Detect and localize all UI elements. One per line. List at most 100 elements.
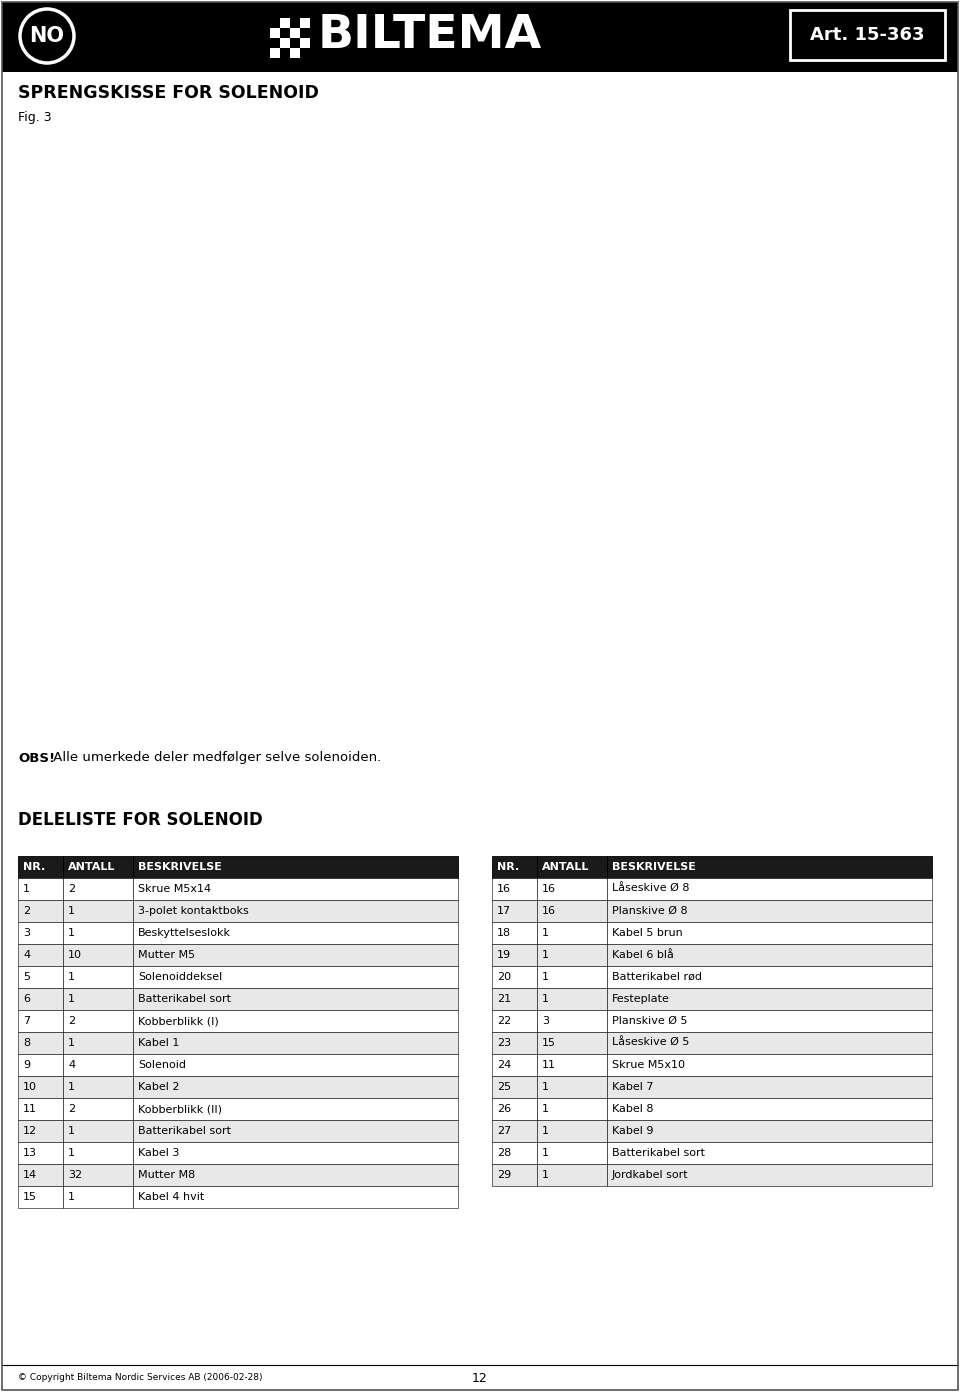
Text: 1: 1 [68,1148,75,1158]
Text: 1: 1 [68,928,75,937]
FancyBboxPatch shape [63,900,133,922]
FancyBboxPatch shape [537,1075,607,1098]
FancyBboxPatch shape [300,28,310,38]
Text: Beskyttelseslokk: Beskyttelseslokk [138,928,231,937]
FancyBboxPatch shape [607,1010,932,1032]
FancyBboxPatch shape [18,1032,63,1055]
Text: Kabel 1: Kabel 1 [138,1038,180,1048]
Text: Batterikabel sort: Batterikabel sort [138,1126,231,1137]
Text: 19: 19 [497,950,511,960]
FancyBboxPatch shape [290,18,300,28]
FancyBboxPatch shape [492,988,537,1010]
FancyBboxPatch shape [18,988,63,1010]
FancyBboxPatch shape [607,900,932,922]
FancyBboxPatch shape [492,965,537,988]
FancyBboxPatch shape [492,1032,537,1055]
FancyBboxPatch shape [492,878,537,900]
FancyBboxPatch shape [133,1120,458,1142]
Text: 2: 2 [68,885,75,894]
Text: 1: 1 [542,950,549,960]
Text: 7: 7 [23,1015,30,1027]
FancyBboxPatch shape [300,47,310,59]
Text: BESKRIVELSE: BESKRIVELSE [612,862,696,872]
Text: Batterikabel rød: Batterikabel rød [612,972,702,982]
FancyBboxPatch shape [18,944,63,965]
FancyBboxPatch shape [18,857,63,878]
FancyBboxPatch shape [63,1098,133,1120]
FancyBboxPatch shape [537,857,607,878]
FancyBboxPatch shape [537,1055,607,1075]
FancyBboxPatch shape [133,1010,458,1032]
Text: Alle umerkede deler medfølger selve solenoiden.: Alle umerkede deler medfølger selve sole… [49,751,381,765]
Text: 27: 27 [497,1126,512,1137]
Text: BILTEMA: BILTEMA [318,14,542,59]
Text: 4: 4 [68,1060,75,1070]
Text: Batterikabel sort: Batterikabel sort [612,1148,705,1158]
FancyBboxPatch shape [492,1055,537,1075]
Text: 12: 12 [472,1372,488,1385]
Text: 26: 26 [497,1105,511,1114]
Text: Mutter M8: Mutter M8 [138,1170,195,1180]
Text: 4: 4 [23,950,30,960]
FancyBboxPatch shape [63,944,133,965]
Text: 17: 17 [497,905,511,917]
FancyBboxPatch shape [133,1142,458,1165]
Text: Jordkabel sort: Jordkabel sort [612,1170,688,1180]
FancyBboxPatch shape [270,18,280,28]
Text: Kabel 9: Kabel 9 [612,1126,654,1137]
Text: 1: 1 [68,995,75,1004]
Text: Planskive Ø 5: Planskive Ø 5 [612,1015,687,1027]
Text: Kobberblikk (II): Kobberblikk (II) [138,1105,222,1114]
FancyBboxPatch shape [18,1165,63,1185]
Text: 32: 32 [68,1170,83,1180]
FancyBboxPatch shape [133,1055,458,1075]
Text: 29: 29 [497,1170,512,1180]
FancyBboxPatch shape [280,47,290,59]
FancyBboxPatch shape [790,10,945,60]
Text: 6: 6 [23,995,30,1004]
Text: 16: 16 [542,905,556,917]
Text: Solenoid: Solenoid [138,1060,186,1070]
Text: 1: 1 [542,972,549,982]
FancyBboxPatch shape [607,988,932,1010]
Text: 20: 20 [497,972,511,982]
Text: Låseskive Ø 8: Låseskive Ø 8 [612,885,689,894]
FancyBboxPatch shape [133,1098,458,1120]
Text: 24: 24 [497,1060,512,1070]
FancyBboxPatch shape [607,878,932,900]
FancyBboxPatch shape [537,1098,607,1120]
FancyBboxPatch shape [18,1142,63,1165]
Text: 1: 1 [68,1082,75,1092]
FancyBboxPatch shape [607,965,932,988]
Text: Fig. 3: Fig. 3 [18,111,52,124]
FancyBboxPatch shape [18,1185,63,1208]
Text: 18: 18 [497,928,511,937]
FancyBboxPatch shape [133,878,458,900]
Text: Festeplate: Festeplate [612,995,670,1004]
FancyBboxPatch shape [63,1075,133,1098]
Text: Mutter M5: Mutter M5 [138,950,195,960]
FancyBboxPatch shape [18,965,63,988]
Text: Kabel 7: Kabel 7 [612,1082,654,1092]
Text: Kabel 5 brun: Kabel 5 brun [612,928,683,937]
Text: Planskive Ø 8: Planskive Ø 8 [612,905,687,917]
Text: NR.: NR. [497,862,519,872]
FancyBboxPatch shape [270,38,280,47]
FancyBboxPatch shape [300,38,310,47]
Text: SPRENGSKISSE FOR SOLENOID: SPRENGSKISSE FOR SOLENOID [18,84,319,102]
FancyBboxPatch shape [63,965,133,988]
FancyBboxPatch shape [280,18,290,28]
FancyBboxPatch shape [270,28,280,38]
Text: NO: NO [30,26,64,46]
FancyBboxPatch shape [492,922,537,944]
Text: 1: 1 [542,1126,549,1137]
Text: Kabel 6 blå: Kabel 6 blå [612,950,674,960]
FancyBboxPatch shape [280,28,290,38]
Text: Skrue M5x10: Skrue M5x10 [612,1060,685,1070]
FancyBboxPatch shape [63,1010,133,1032]
FancyBboxPatch shape [133,944,458,965]
FancyBboxPatch shape [133,857,458,878]
Text: 16: 16 [542,885,556,894]
FancyBboxPatch shape [18,922,63,944]
Text: 12: 12 [23,1126,37,1137]
